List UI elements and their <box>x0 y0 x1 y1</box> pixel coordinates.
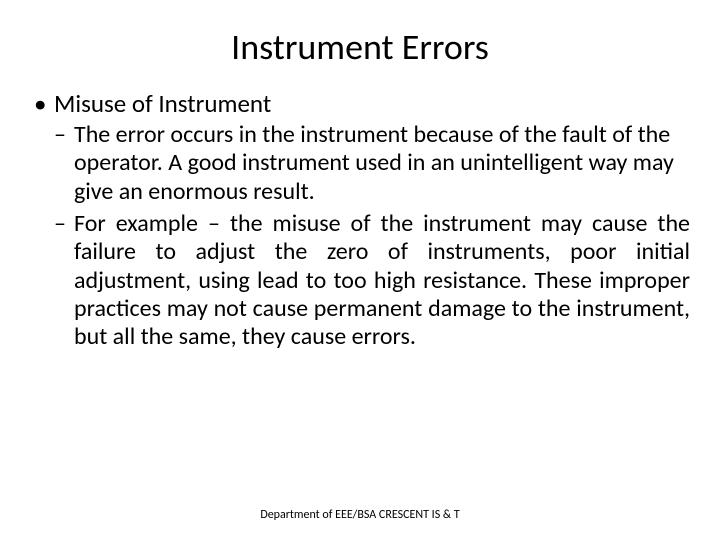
sub-list: – The error occurs in the instrument bec… <box>54 121 690 352</box>
sub-item-text: The error occurs in the instrument becau… <box>74 120 674 206</box>
dash-marker-icon: – <box>54 210 66 238</box>
dash-marker-icon: – <box>54 121 66 149</box>
bullet-marker-icon: • <box>34 89 46 119</box>
bullet-heading: Misuse of Instrument <box>54 88 271 119</box>
main-list: • Misuse of Instrument – The error occur… <box>30 89 690 352</box>
bullet-item: • Misuse of Instrument – The error occur… <box>30 89 690 352</box>
footer-text: Department of EEE/BSA CRESCENT IS & T <box>0 508 720 522</box>
sub-item-text: For example – the misuse of the instrume… <box>74 209 690 351</box>
sub-item: – For example – the misuse of the instru… <box>54 210 690 352</box>
slide-title: Instrument Errors <box>30 25 690 69</box>
sub-item: – The error occurs in the instrument bec… <box>54 121 690 206</box>
